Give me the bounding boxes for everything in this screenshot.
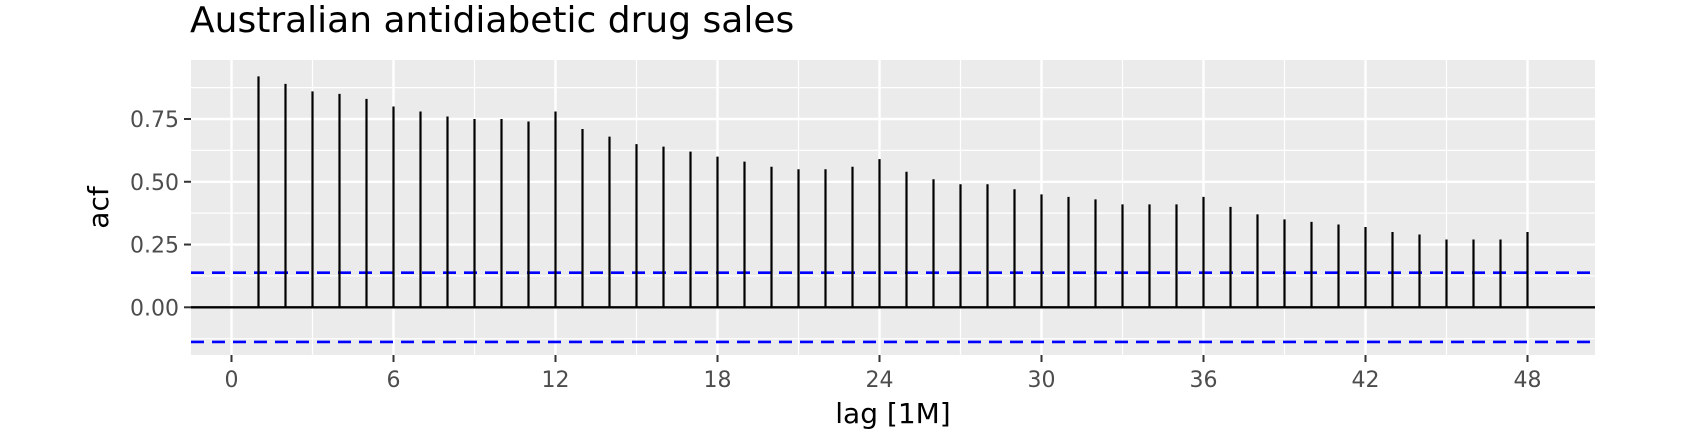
x-tick-label: 12: [542, 368, 570, 393]
x-tick-label: 0: [225, 368, 239, 393]
x-tick-label: 6: [387, 368, 401, 393]
x-tick-label: 42: [1352, 368, 1380, 393]
x-tick-label: 36: [1190, 368, 1218, 393]
y-tick-label: 0.25: [130, 234, 179, 259]
plot-panel: [191, 60, 1595, 355]
y-tick-label: 0.00: [130, 296, 179, 321]
x-tick-label: 24: [866, 368, 894, 393]
y-axis-title: acf: [82, 185, 115, 229]
chart-title: Australian antidiabetic drug sales: [190, 0, 794, 41]
acf-bars: [191, 76, 1595, 309]
confidence-bounds: [191, 271, 1595, 344]
x-tick-label: 48: [1514, 368, 1542, 393]
y-tick-label: 0.75: [130, 108, 179, 133]
x-tick-label: 30: [1028, 368, 1056, 393]
x-axis-title: lag [1M]: [835, 397, 950, 430]
x-tick-label: 18: [704, 368, 732, 393]
axes: 0 6 12 18 24 30 36 42 48 0.00 0.25 0.50 0.75: [130, 108, 1541, 393]
y-tick-label: 0.50: [130, 171, 179, 196]
